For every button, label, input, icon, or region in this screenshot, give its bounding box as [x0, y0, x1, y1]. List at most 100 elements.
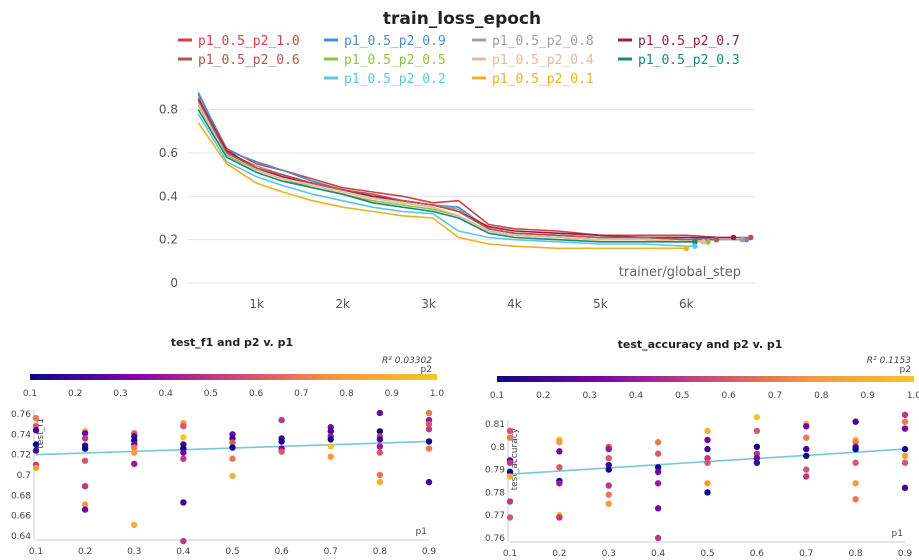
scatter-point	[556, 480, 563, 487]
scatter-point	[81, 457, 89, 464]
x-tick-label: 0.2	[552, 549, 566, 559]
colorbar-tick-label: 0.4	[159, 389, 174, 399]
scatter-point	[376, 443, 384, 450]
colorbar-tick-label: 0.8	[814, 391, 829, 401]
colorbar	[30, 374, 437, 380]
x-axis-label: trainer/global_step	[619, 265, 741, 280]
scatter-point	[753, 427, 761, 435]
x-tick-label: 1k	[249, 297, 264, 311]
series-endpoint	[683, 245, 690, 252]
scatter-point	[753, 443, 761, 450]
scatter-point	[180, 449, 187, 456]
train-loss-chart: train_loss_epoch p1_0.5_p2_1.0 p1_0.5_p2_…	[159, 9, 755, 311]
legend-item: p1_0.5_p2_0.3	[618, 53, 740, 68]
scatter-point	[901, 418, 909, 425]
scatter-point	[704, 480, 711, 487]
series-line	[197, 98, 734, 239]
y-axis-label: test_accuracy	[510, 427, 520, 490]
scatter-point	[131, 444, 138, 451]
x-axis-label: p1	[892, 529, 903, 539]
scatter-point	[753, 450, 761, 457]
series-line	[197, 113, 695, 247]
colorbar-tick-label: 0.7	[768, 391, 782, 401]
scatter-point	[327, 436, 334, 443]
y-tick-label: 0.72	[11, 451, 31, 461]
scatter-point	[753, 455, 761, 462]
y-tick-label: 0.78	[485, 488, 505, 498]
scatter-point	[852, 459, 859, 466]
scatter-point	[506, 434, 514, 441]
scatter-point	[852, 480, 859, 487]
colorbar-tick-label: 0.4	[629, 391, 644, 401]
colorbar-tick-label: 1.0	[430, 389, 445, 399]
colorbar-tick-label: 0.1	[23, 389, 37, 399]
scatter-point	[704, 445, 711, 453]
scatter-point	[852, 439, 859, 446]
scatter-point	[376, 409, 384, 417]
x-tick-label: 0.9	[898, 549, 913, 559]
series-endpoint	[730, 234, 737, 241]
series-line	[197, 94, 751, 239]
x-tick-label: 6k	[679, 297, 694, 311]
legend-item: p1_0.5_p2_0.2	[324, 72, 446, 87]
grid	[188, 109, 755, 284]
legend-item: p1_0.5_p2_0.4	[472, 53, 594, 68]
scatter-point	[376, 478, 384, 486]
legend-item: p1_0.5_p2_0.5	[324, 53, 446, 68]
scatter-point	[32, 447, 40, 454]
scatter-point	[901, 445, 909, 453]
legend-label: p1_0.5_p2_0.1	[492, 72, 594, 87]
scatter-point	[278, 448, 285, 455]
legend-label: p1_0.5_p2_0.2	[344, 72, 446, 87]
scatter-point	[376, 436, 384, 443]
scatter-point	[32, 427, 40, 434]
scatter-point	[506, 427, 514, 435]
scatter-point	[229, 439, 236, 446]
scatter-point	[32, 414, 40, 422]
scatter-point	[425, 438, 433, 445]
x-tick-label: 0.4	[176, 547, 191, 557]
scatter-point	[605, 500, 612, 507]
x-tick-label: 5k	[593, 297, 608, 311]
x-tick-label: 0.9	[422, 547, 437, 557]
y-tick-label: 0.79	[485, 466, 505, 476]
scatter-point	[327, 428, 334, 435]
scatter-point	[425, 409, 433, 417]
scatter-point	[81, 482, 89, 490]
legend-label: p1_0.5_p2_0.5	[344, 53, 446, 68]
scatter-point	[901, 411, 909, 419]
legend-item: p1_0.5_p2_0.9	[324, 34, 446, 49]
colorbar	[497, 376, 914, 382]
scatter-point	[425, 426, 433, 433]
scatter-point	[704, 459, 711, 466]
scatter-point	[278, 438, 285, 445]
colorbar-tick-label: 0.8	[339, 389, 354, 399]
scatter-point	[803, 434, 810, 441]
scatter-point	[605, 461, 612, 469]
scatter-point	[229, 455, 236, 462]
x-tick-label: 0.6	[274, 547, 289, 557]
scatter-point	[803, 452, 810, 460]
colorbar-label: p2	[421, 365, 432, 375]
series-endpoint	[704, 239, 711, 245]
scatter-point	[556, 448, 563, 455]
scatter-point	[556, 514, 563, 521]
scatter-point	[654, 450, 662, 457]
scatter-point	[605, 466, 612, 473]
y-tick-label: 0.8	[159, 103, 178, 117]
scatter-point	[180, 499, 187, 506]
legend-label: p1_0.5_p2_0.6	[198, 53, 300, 68]
y-tick-label: 0.68	[11, 491, 31, 501]
colorbar-tick-label: 0.9	[385, 389, 400, 399]
scatter-point	[852, 445, 859, 453]
scatter-point	[803, 473, 810, 480]
x-tick-label: 0.7	[799, 549, 813, 559]
x-tick-label: 0.6	[750, 549, 765, 559]
y-tick-label: 0.64	[11, 532, 31, 542]
scatter-point	[605, 491, 612, 498]
x-tick-label: 0.3	[602, 549, 616, 559]
x-tick-label: 0.4	[651, 549, 666, 559]
axis-ticks: 0 0.2 0.4 0.6 0.8 1k 2k 3k 4k 5k 6k	[159, 103, 694, 311]
y-tick-label: 0.8	[491, 443, 506, 453]
scatter-point	[901, 452, 909, 460]
